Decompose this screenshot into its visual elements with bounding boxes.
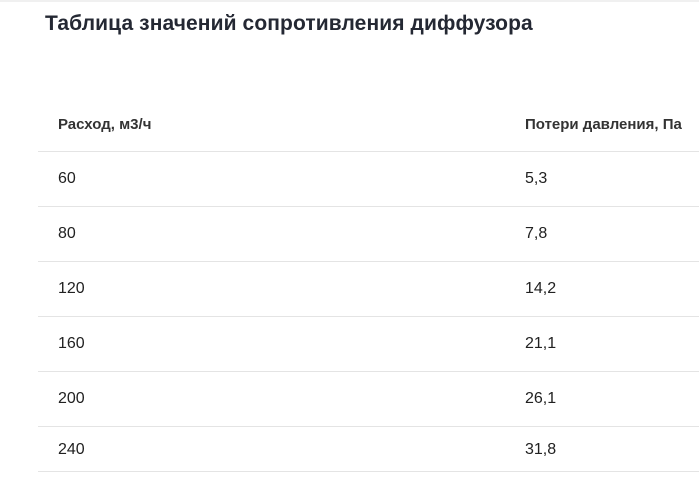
page-title: Таблица значений сопротивления диффузора bbox=[45, 12, 533, 35]
table-row: 240 31,8 bbox=[38, 426, 699, 472]
cell-flow-value: 240 bbox=[38, 426, 505, 472]
table-container: Расход, м3/ч Потери давления, Па 60 5,3 … bbox=[38, 99, 699, 472]
cell-pressure-value: 21,1 bbox=[505, 316, 699, 372]
resistance-table: Расход, м3/ч Потери давления, Па 60 5,3 … bbox=[38, 99, 699, 472]
cell-pressure-value: 7,8 bbox=[505, 206, 699, 262]
cell-flow-value: 200 bbox=[38, 371, 505, 427]
table-row: 80 7,8 bbox=[38, 206, 699, 262]
table-header-row: Расход, м3/ч Потери давления, Па bbox=[38, 99, 699, 152]
column-header-flow: Расход, м3/ч bbox=[38, 99, 505, 152]
cell-pressure-value: 14,2 bbox=[505, 261, 699, 317]
column-header-pressure: Потери давления, Па bbox=[505, 99, 699, 152]
cell-flow-value: 80 bbox=[38, 206, 505, 262]
cell-pressure-value: 5,3 bbox=[505, 151, 699, 207]
cell-pressure-value: 26,1 bbox=[505, 371, 699, 427]
cell-flow-value: 120 bbox=[38, 261, 505, 317]
cell-flow-value: 160 bbox=[38, 316, 505, 372]
table-row: 120 14,2 bbox=[38, 261, 699, 317]
table-row: 60 5,3 bbox=[38, 151, 699, 207]
cell-flow-value: 60 bbox=[38, 151, 505, 207]
table-row: 160 21,1 bbox=[38, 316, 699, 372]
cell-pressure-value: 31,8 bbox=[505, 426, 699, 472]
table-row: 200 26,1 bbox=[38, 371, 699, 427]
